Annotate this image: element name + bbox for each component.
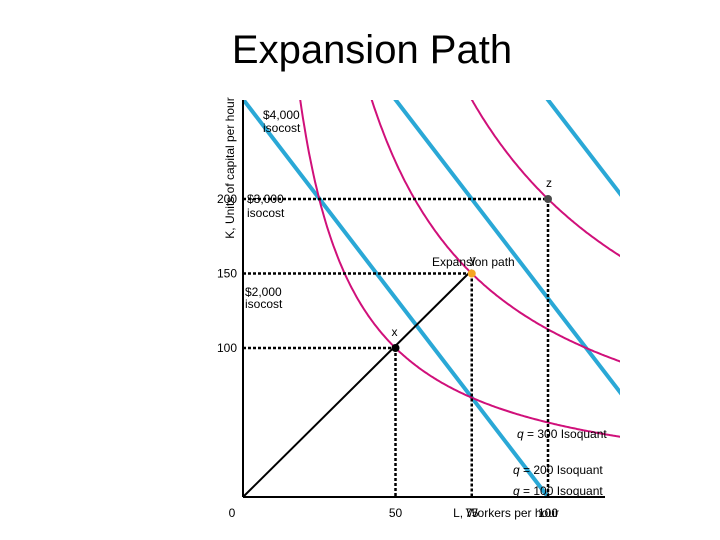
- point-label: z: [546, 176, 552, 190]
- expansion-path-line: [242, 269, 473, 498]
- isocost-line-3: [545, 100, 620, 197]
- point-label: x: [392, 325, 398, 339]
- isocost-label: $4,000: [263, 108, 300, 122]
- isoquant-curve-3: [470, 100, 620, 258]
- isoquant-curve-1: [299, 100, 620, 438]
- x-tick-label: 50: [389, 506, 403, 520]
- isocost-line-1: [243, 100, 550, 497]
- isocost-label: $2,000: [245, 285, 282, 299]
- x-tick-label: 100: [538, 506, 558, 520]
- isocost-label: isocost: [247, 206, 285, 220]
- y-tick-label: 150: [217, 267, 237, 281]
- point-y: [467, 269, 476, 278]
- isoquant-label: = 200 Isoquant: [523, 463, 603, 477]
- point-label: y: [470, 253, 476, 267]
- x-tick-label: 75: [465, 506, 479, 520]
- isoquant-label: = 100 Isoquant: [523, 484, 603, 498]
- isocost-line-2: [393, 100, 620, 396]
- isoquant-label: = 300 Isoquant: [527, 427, 607, 441]
- y-tick-label: 100: [217, 341, 237, 355]
- point-z: [544, 195, 552, 203]
- isoquant-label-prefix: q: [513, 484, 520, 498]
- page-title: Expansion Path: [231, 28, 513, 72]
- isocost-label: isocost: [263, 121, 301, 135]
- origin-label: 0: [229, 506, 236, 520]
- x-axis-label: L, Workers per hour: [453, 506, 559, 520]
- y-tick-label: 200: [217, 192, 237, 206]
- y-axis-label: K, Units of capital per hour: [223, 97, 237, 238]
- point-x: [391, 344, 400, 352]
- expansion-path-label: Expansion path: [432, 255, 515, 269]
- isoquant-curve-2: [370, 100, 620, 363]
- isocost-label: isocost: [245, 297, 283, 311]
- isoquant-label-prefix: q: [517, 427, 524, 441]
- isoquant-label-prefix: q: [513, 463, 520, 477]
